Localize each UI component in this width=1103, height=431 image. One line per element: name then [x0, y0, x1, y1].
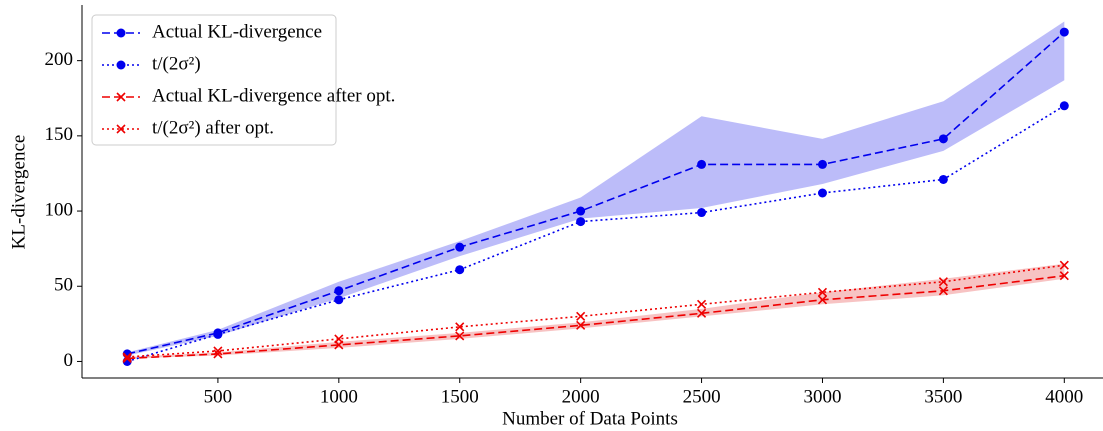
y-tick-label: 50	[54, 275, 73, 296]
point	[1059, 271, 1069, 281]
y-tick-label: 150	[45, 124, 74, 145]
point	[455, 322, 465, 332]
point	[696, 308, 707, 318]
point	[576, 320, 586, 330]
y-tick-label: 100	[45, 199, 74, 220]
x-tick-label: 1000	[320, 386, 358, 407]
y-tick-label: 0	[64, 350, 74, 371]
point	[696, 299, 707, 309]
legend-marker	[116, 92, 126, 102]
point	[576, 206, 586, 216]
x-tick-label: 2500	[683, 386, 721, 407]
point	[213, 346, 223, 356]
legend-box	[91, 14, 337, 146]
x-tick-label: 4000	[1045, 386, 1083, 407]
point	[938, 134, 948, 144]
point	[938, 277, 948, 287]
legend-label: Actual KL-divergence after opt.	[152, 85, 395, 106]
legend-marker	[116, 28, 126, 38]
legend-label: t/(2σ²) after opt.	[152, 117, 274, 138]
point	[213, 349, 223, 359]
point	[213, 329, 223, 339]
point	[576, 311, 586, 321]
point	[455, 265, 465, 275]
point	[122, 353, 132, 364]
point	[576, 217, 586, 227]
legend-label: Actual KL-divergence	[152, 21, 322, 42]
x-axis-label: Number of Data Points	[502, 408, 678, 429]
point	[817, 295, 828, 305]
point	[697, 159, 707, 169]
point	[938, 174, 948, 184]
x-tick-label: 3000	[803, 386, 841, 407]
point	[817, 188, 827, 198]
y-axis-label: KL-divergence	[8, 135, 29, 250]
point	[817, 159, 827, 169]
point	[697, 208, 707, 218]
legend-marker	[116, 60, 126, 70]
point	[334, 295, 344, 305]
y-tick-label: 200	[45, 49, 74, 70]
point	[122, 352, 132, 362]
legend-marker	[116, 124, 126, 134]
x-tick-label: 1500	[441, 386, 479, 407]
point	[1059, 101, 1069, 111]
point	[455, 242, 465, 252]
point	[817, 287, 828, 297]
point	[1059, 260, 1069, 270]
point	[334, 334, 344, 344]
confidence-band	[127, 21, 1065, 356]
point	[1059, 27, 1069, 37]
x-tick-label: 3500	[924, 386, 962, 407]
x-tick-label: 2000	[562, 386, 600, 407]
point	[455, 331, 465, 341]
point	[334, 286, 344, 296]
point	[938, 286, 948, 296]
legend-label: t/(2σ²)	[152, 53, 201, 74]
x-tick-label: 500	[204, 386, 233, 407]
